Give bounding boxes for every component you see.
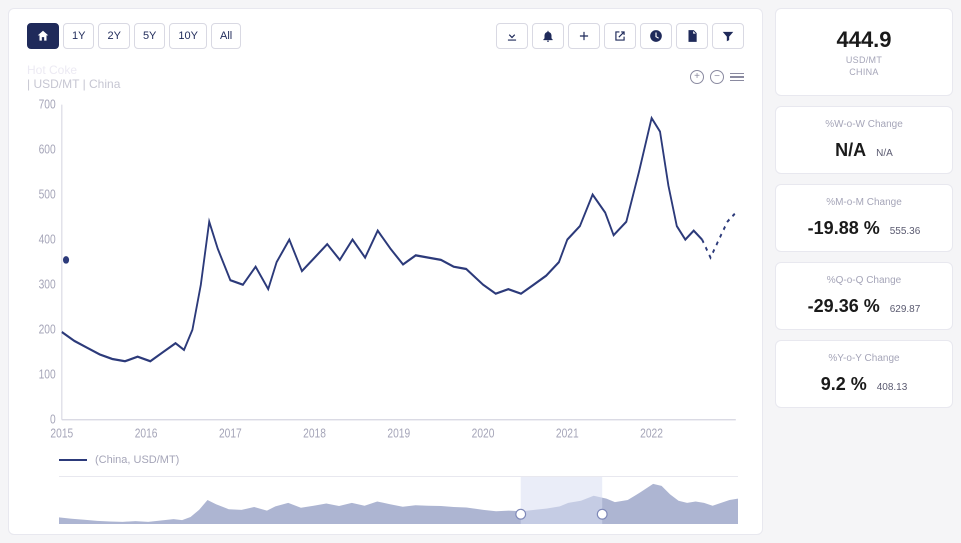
- mom-ref: 555.36: [890, 226, 921, 237]
- subtitle-row: Hot Coke | USD/MT | China + −: [27, 63, 744, 91]
- svg-text:300: 300: [39, 279, 56, 292]
- filter-button[interactable]: [712, 23, 744, 49]
- clock-icon: [649, 29, 663, 43]
- chart-area: 0 100 200 300 400 500 600 700 2015 2016 2017 2018 20…: [27, 97, 744, 450]
- range-all-button[interactable]: All: [211, 23, 241, 49]
- document-button[interactable]: [676, 23, 708, 49]
- line-chart: 0 100 200 300 400 500 600 700 2015 2016 2017 2018 20…: [27, 97, 744, 450]
- subtitle-left: Hot Coke | USD/MT | China: [27, 63, 120, 91]
- svg-text:500: 500: [39, 189, 56, 202]
- tool-button-group: [496, 23, 744, 49]
- svg-text:2020: 2020: [472, 428, 495, 441]
- wow-value: N/A: [835, 140, 866, 161]
- range-2y-button[interactable]: 2Y: [98, 23, 129, 49]
- mom-value: -19.88 %: [808, 218, 880, 239]
- share-icon: [613, 29, 627, 43]
- svg-text:600: 600: [39, 143, 56, 156]
- svg-text:2017: 2017: [219, 428, 242, 441]
- alert-button[interactable]: [532, 23, 564, 49]
- svg-text:700: 700: [39, 98, 56, 111]
- qoq-value: -29.36 %: [808, 296, 880, 317]
- right-panel: 444.9 USD/MT CHINA %W-o-W Change N/A N/A…: [775, 8, 953, 535]
- summary-card: 444.9 USD/MT CHINA: [775, 8, 953, 96]
- svg-text:2016: 2016: [135, 428, 158, 441]
- svg-text:100: 100: [39, 369, 56, 382]
- range-5y-button[interactable]: 5Y: [134, 23, 165, 49]
- legend: (China, USD/MT): [59, 454, 744, 466]
- wow-card: %W-o-W Change N/A N/A: [775, 106, 953, 174]
- add-button[interactable]: [568, 23, 600, 49]
- subtitle-title: Hot Coke: [27, 63, 77, 77]
- download-icon: [505, 29, 519, 43]
- svg-text:2022: 2022: [640, 428, 663, 441]
- yoy-ref: 408.13: [877, 382, 908, 393]
- mom-card: %M-o-M Change -19.88 % 555.36: [775, 184, 953, 252]
- svg-text:2018: 2018: [303, 428, 326, 441]
- svg-text:2015: 2015: [50, 428, 73, 441]
- filter-icon: [721, 29, 735, 43]
- menu-icon[interactable]: [730, 73, 744, 82]
- bell-icon: [541, 29, 555, 43]
- svg-text:0: 0: [50, 414, 56, 427]
- qoq-label: %Q-o-Q Change: [786, 275, 942, 286]
- main-panel: 1Y 2Y 5Y 10Y All Hot Coke | USD/MT | Chi…: [8, 8, 763, 535]
- qoq-ref: 629.87: [890, 304, 921, 315]
- yoy-label: %Y-o-Y Change: [786, 353, 942, 364]
- svg-text:2021: 2021: [556, 428, 579, 441]
- mom-label: %M-o-M Change: [786, 197, 942, 208]
- summary-region: CHINA: [786, 67, 942, 77]
- legend-swatch: [59, 459, 87, 461]
- plus-icon: [577, 29, 591, 43]
- home-button[interactable]: [27, 23, 59, 49]
- download-button[interactable]: [496, 23, 528, 49]
- brush-svg: [59, 477, 738, 524]
- history-button[interactable]: [640, 23, 672, 49]
- summary-unit: USD/MT: [786, 55, 942, 65]
- document-icon: [685, 29, 699, 43]
- brush-minimap[interactable]: [59, 476, 738, 524]
- subtitle-tools: + −: [690, 70, 744, 84]
- home-icon: [36, 29, 50, 43]
- export-button[interactable]: [604, 23, 636, 49]
- qoq-card: %Q-o-Q Change -29.36 % 629.87: [775, 262, 953, 330]
- yoy-value: 9.2 %: [821, 374, 867, 395]
- range-1y-button[interactable]: 1Y: [63, 23, 94, 49]
- wow-ref: N/A: [876, 148, 893, 159]
- yoy-card: %Y-o-Y Change 9.2 % 408.13: [775, 340, 953, 408]
- range-button-group: 1Y 2Y 5Y 10Y All: [27, 23, 241, 49]
- legend-label: (China, USD/MT): [95, 454, 179, 466]
- svg-text:200: 200: [39, 324, 56, 337]
- wow-label: %W-o-W Change: [786, 119, 942, 130]
- zoom-in-icon[interactable]: +: [690, 70, 704, 84]
- range-10y-button[interactable]: 10Y: [169, 23, 207, 49]
- svg-text:2019: 2019: [387, 428, 410, 441]
- toolbar: 1Y 2Y 5Y 10Y All: [27, 23, 744, 49]
- summary-value: 444.9: [786, 27, 942, 53]
- svg-text:400: 400: [39, 234, 56, 247]
- subtitle-meta: | USD/MT | China: [27, 77, 120, 91]
- zoom-out-icon[interactable]: −: [710, 70, 724, 84]
